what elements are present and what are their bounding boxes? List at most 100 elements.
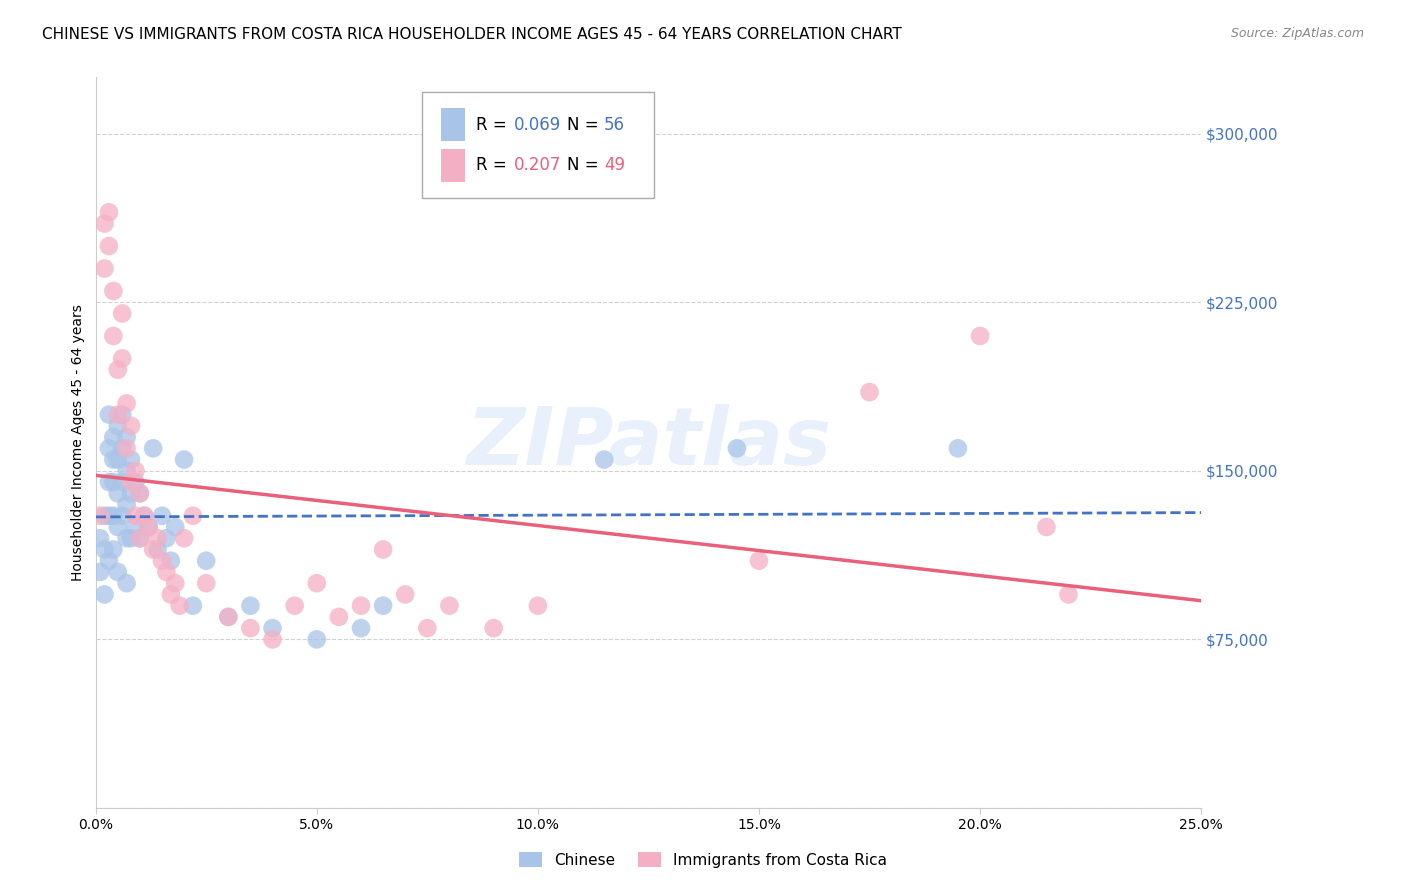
- Point: [146, 531, 169, 545]
- Point: [128, 486, 150, 500]
- Point: [103, 329, 125, 343]
- Point: [107, 486, 129, 500]
- Point: [124, 508, 146, 523]
- Point: [97, 475, 120, 489]
- Point: [115, 498, 138, 512]
- Point: [858, 385, 880, 400]
- Point: [181, 599, 204, 613]
- Point: [93, 261, 115, 276]
- Point: [111, 475, 134, 489]
- Point: [165, 576, 187, 591]
- Point: [195, 576, 218, 591]
- Point: [439, 599, 461, 613]
- Point: [93, 542, 115, 557]
- Point: [111, 508, 134, 523]
- Point: [165, 520, 187, 534]
- Point: [107, 408, 129, 422]
- Point: [103, 452, 125, 467]
- Point: [239, 621, 262, 635]
- Point: [169, 599, 191, 613]
- Point: [416, 621, 439, 635]
- Point: [97, 408, 120, 422]
- Text: R =: R =: [477, 156, 512, 174]
- Point: [89, 565, 111, 579]
- Point: [97, 442, 120, 456]
- Point: [150, 554, 173, 568]
- Point: [305, 632, 328, 647]
- Text: N =: N =: [567, 116, 603, 134]
- Text: Source: ZipAtlas.com: Source: ZipAtlas.com: [1230, 27, 1364, 40]
- Point: [146, 542, 169, 557]
- Point: [107, 520, 129, 534]
- Point: [115, 531, 138, 545]
- Point: [89, 508, 111, 523]
- Point: [160, 587, 183, 601]
- Point: [142, 442, 165, 456]
- Point: [120, 452, 142, 467]
- Point: [111, 408, 134, 422]
- Point: [350, 599, 373, 613]
- Point: [107, 452, 129, 467]
- Point: [593, 452, 616, 467]
- Point: [1035, 520, 1057, 534]
- Point: [748, 554, 770, 568]
- Point: [160, 554, 183, 568]
- Point: [134, 508, 156, 523]
- Text: 49: 49: [605, 156, 626, 174]
- Point: [111, 442, 134, 456]
- Point: [93, 587, 115, 601]
- Point: [107, 362, 129, 376]
- Point: [97, 205, 120, 219]
- Legend: Chinese, Immigrants from Costa Rica: Chinese, Immigrants from Costa Rica: [512, 844, 894, 875]
- Point: [262, 632, 284, 647]
- FancyBboxPatch shape: [422, 92, 654, 198]
- Point: [155, 531, 177, 545]
- Point: [527, 599, 550, 613]
- Point: [93, 217, 115, 231]
- Text: N =: N =: [567, 156, 603, 174]
- Point: [115, 576, 138, 591]
- Point: [142, 542, 165, 557]
- Point: [969, 329, 991, 343]
- Y-axis label: Householder Income Ages 45 - 64 years: Householder Income Ages 45 - 64 years: [72, 304, 86, 582]
- Point: [138, 520, 160, 534]
- Point: [103, 430, 125, 444]
- Point: [103, 475, 125, 489]
- Point: [482, 621, 505, 635]
- Text: 56: 56: [605, 116, 626, 134]
- Point: [946, 442, 969, 456]
- Text: 0.207: 0.207: [513, 156, 561, 174]
- Point: [111, 351, 134, 366]
- Text: CHINESE VS IMMIGRANTS FROM COSTA RICA HOUSEHOLDER INCOME AGES 45 - 64 YEARS CORR: CHINESE VS IMMIGRANTS FROM COSTA RICA HO…: [42, 27, 901, 42]
- Point: [97, 508, 120, 523]
- Point: [195, 554, 218, 568]
- Point: [107, 418, 129, 433]
- Point: [93, 508, 115, 523]
- Point: [120, 475, 142, 489]
- Point: [107, 565, 129, 579]
- Point: [115, 464, 138, 478]
- Point: [1057, 587, 1080, 601]
- Point: [181, 508, 204, 523]
- Point: [115, 396, 138, 410]
- Point: [217, 610, 239, 624]
- Point: [124, 520, 146, 534]
- Point: [103, 284, 125, 298]
- Point: [124, 464, 146, 478]
- Point: [371, 599, 394, 613]
- Point: [128, 486, 150, 500]
- Point: [305, 576, 328, 591]
- FancyBboxPatch shape: [440, 149, 465, 182]
- Point: [124, 475, 146, 489]
- Point: [262, 621, 284, 635]
- Point: [103, 508, 125, 523]
- Point: [284, 599, 307, 613]
- Text: 0.069: 0.069: [513, 116, 561, 134]
- FancyBboxPatch shape: [440, 109, 465, 141]
- Point: [150, 508, 173, 523]
- Text: R =: R =: [477, 116, 512, 134]
- Point: [239, 599, 262, 613]
- Point: [97, 239, 120, 253]
- Point: [134, 508, 156, 523]
- Point: [89, 531, 111, 545]
